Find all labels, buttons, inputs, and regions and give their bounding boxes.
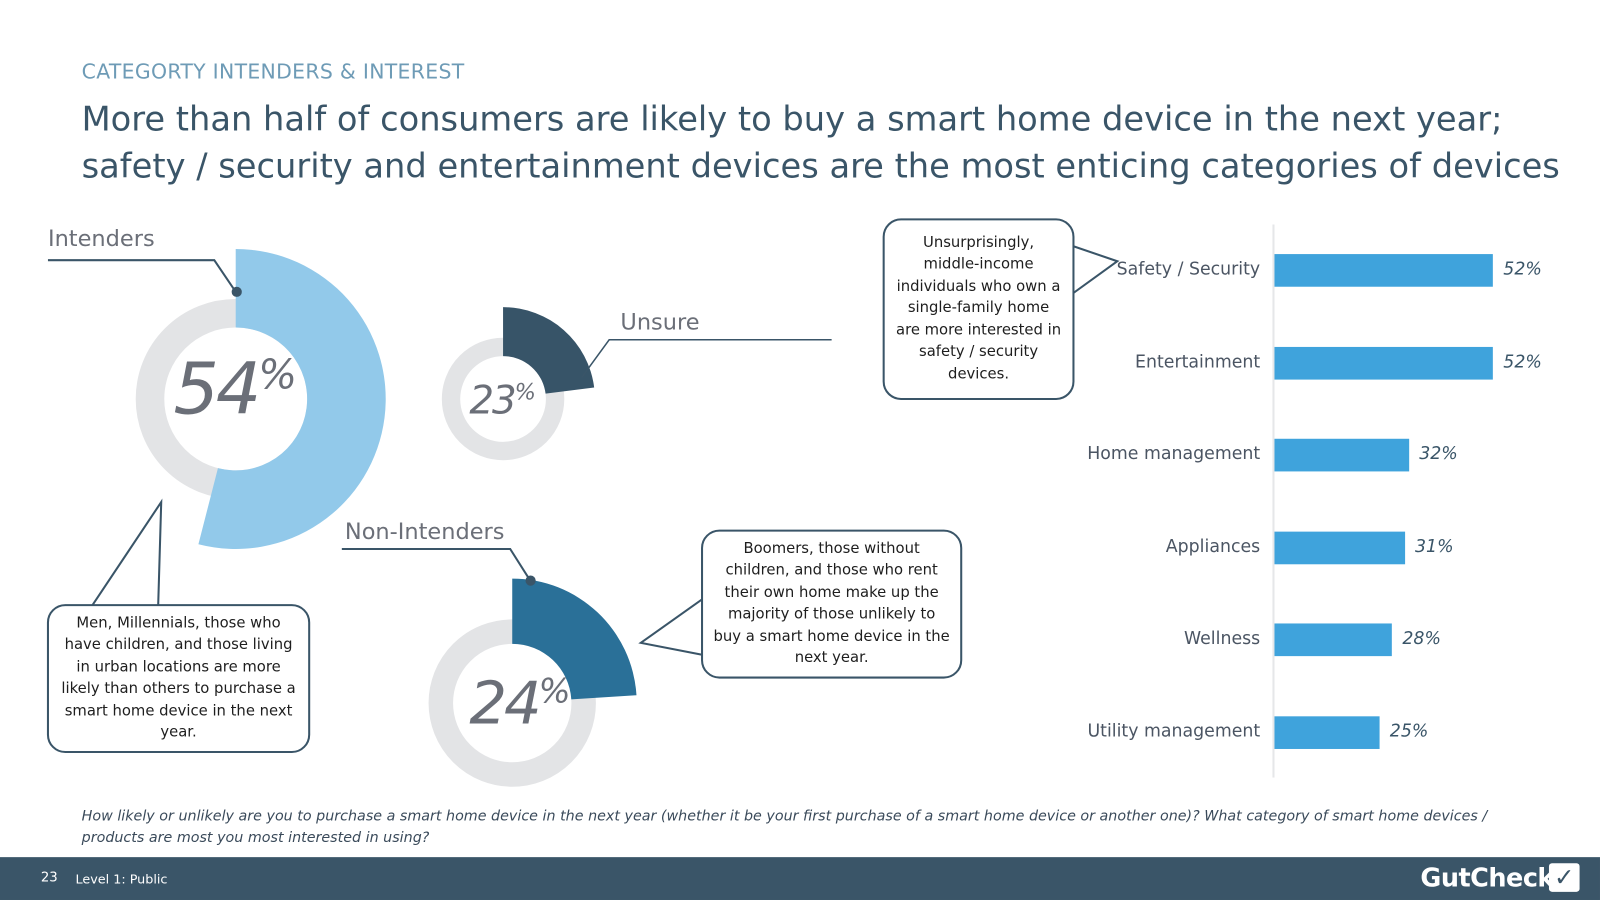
intenders-leader-dot (231, 286, 242, 297)
non-intenders-leader-line (341, 547, 531, 581)
bar (1274, 715, 1380, 749)
section-kicker: CATEGORTY INTENDERS & INTEREST (81, 59, 465, 84)
intenders-value: 54% (173, 346, 297, 431)
bar-value-label: 52% (1503, 259, 1542, 280)
slide-title: More than half of consumers are likely t… (82, 96, 1572, 190)
intenders-label: Intenders (47, 226, 155, 253)
bar (1274, 438, 1409, 472)
unsure-donut-track (441, 337, 565, 461)
title-line-1: More than half of consumers are likely t… (81, 98, 1503, 139)
gutcheck-logo: GutCheck (1420, 863, 1554, 893)
unsure-label: Unsure (620, 310, 700, 336)
bar-category-label: Entertainment (1135, 351, 1261, 372)
check-bubble-icon: ✓ (1548, 863, 1580, 892)
classification-label: Level 1: Public (75, 871, 168, 887)
security-callout: Unsurprisingly, middle-income individual… (882, 218, 1075, 400)
bar-category-label: Utility management (1087, 720, 1261, 742)
footer-bar (0, 857, 1600, 900)
bar-value-label: 32% (1419, 443, 1458, 465)
unsure-leader-line (581, 339, 832, 378)
bar (1274, 346, 1494, 380)
survey-question: How likely or unlikely are you to purcha… (81, 808, 1488, 846)
non-intenders-callout-tail (638, 595, 706, 657)
bar-axis (1272, 224, 1275, 778)
non-intenders-donut-arc (512, 578, 637, 700)
bar-value-label: 31% (1415, 536, 1454, 557)
page-number: 23 (40, 870, 58, 886)
unsure-value: 23% (469, 377, 536, 423)
bar-value-label: 28% (1402, 628, 1441, 649)
bar-value-label: 52% (1503, 351, 1542, 372)
intenders-callout-tail (89, 498, 163, 608)
non-intenders-callout: Boomers, those without children, and tho… (701, 529, 963, 679)
intenders-donut-arc (198, 248, 386, 549)
non-intenders-value: 24% (469, 668, 570, 738)
bar-value-label: 25% (1389, 720, 1429, 742)
unsure-donut-arc (503, 307, 595, 394)
intenders-leader-line (47, 259, 237, 293)
bar-category-label: Appliances (1165, 536, 1261, 557)
non-intenders-leader-dot (525, 575, 536, 586)
bar (1274, 623, 1393, 657)
bar-category-label: Home management (1087, 443, 1261, 465)
bar-category-label: Safety / Security (1116, 259, 1261, 280)
bar (1274, 254, 1494, 287)
non-intenders-label: Non-Intenders (344, 519, 505, 545)
intenders-callout: Men, Millennials, those who have childre… (46, 604, 311, 754)
title-line-2: safety / security and entertainment devi… (81, 145, 1560, 186)
bar (1274, 531, 1405, 564)
bar-category-label: Wellness (1183, 628, 1261, 649)
